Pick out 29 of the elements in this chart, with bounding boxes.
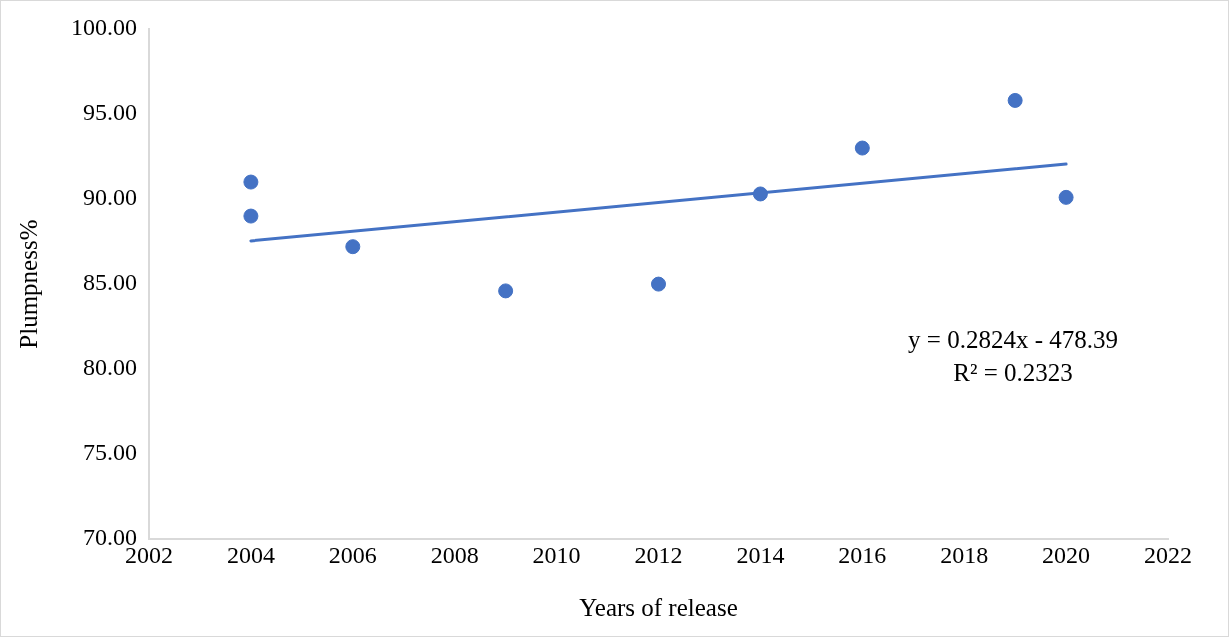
point xyxy=(854,140,870,156)
point xyxy=(1058,189,1074,205)
x-tick-label: 2010 xyxy=(532,541,581,568)
point xyxy=(345,239,361,255)
y-tick-label: 75.00 xyxy=(83,439,137,466)
annotation: y = 0.2824x - 478.39 xyxy=(908,325,1118,353)
point xyxy=(243,208,259,224)
point xyxy=(752,186,768,202)
x-tick-label: 2016 xyxy=(838,541,887,568)
y-axis-title: Plumpness% xyxy=(14,219,42,349)
y-tick-label: 80.00 xyxy=(83,354,137,381)
x-tick-label: 2022 xyxy=(1144,541,1192,568)
x-tick-label: 2008 xyxy=(430,541,479,568)
y-tick-label: 95.00 xyxy=(83,99,137,126)
x-tick-label: 2004 xyxy=(226,541,275,568)
x-tick-label: 2018 xyxy=(940,541,989,568)
x-tick-label: 2020 xyxy=(1042,541,1091,568)
point xyxy=(243,174,259,190)
x-tick-label: 2014 xyxy=(736,541,785,568)
point xyxy=(498,283,514,299)
y-tick-label: 85.00 xyxy=(83,269,137,296)
y-tick-label: 90.00 xyxy=(83,184,137,211)
annotation: R² = 0.2323 xyxy=(953,358,1073,386)
point xyxy=(651,276,666,292)
x-tick-label: 2012 xyxy=(634,541,683,568)
x-axis-title: Years of release xyxy=(579,593,738,621)
point xyxy=(1007,92,1023,108)
y-tick-label: 100.00 xyxy=(71,14,137,41)
x-tick-label: 2006 xyxy=(328,541,377,568)
